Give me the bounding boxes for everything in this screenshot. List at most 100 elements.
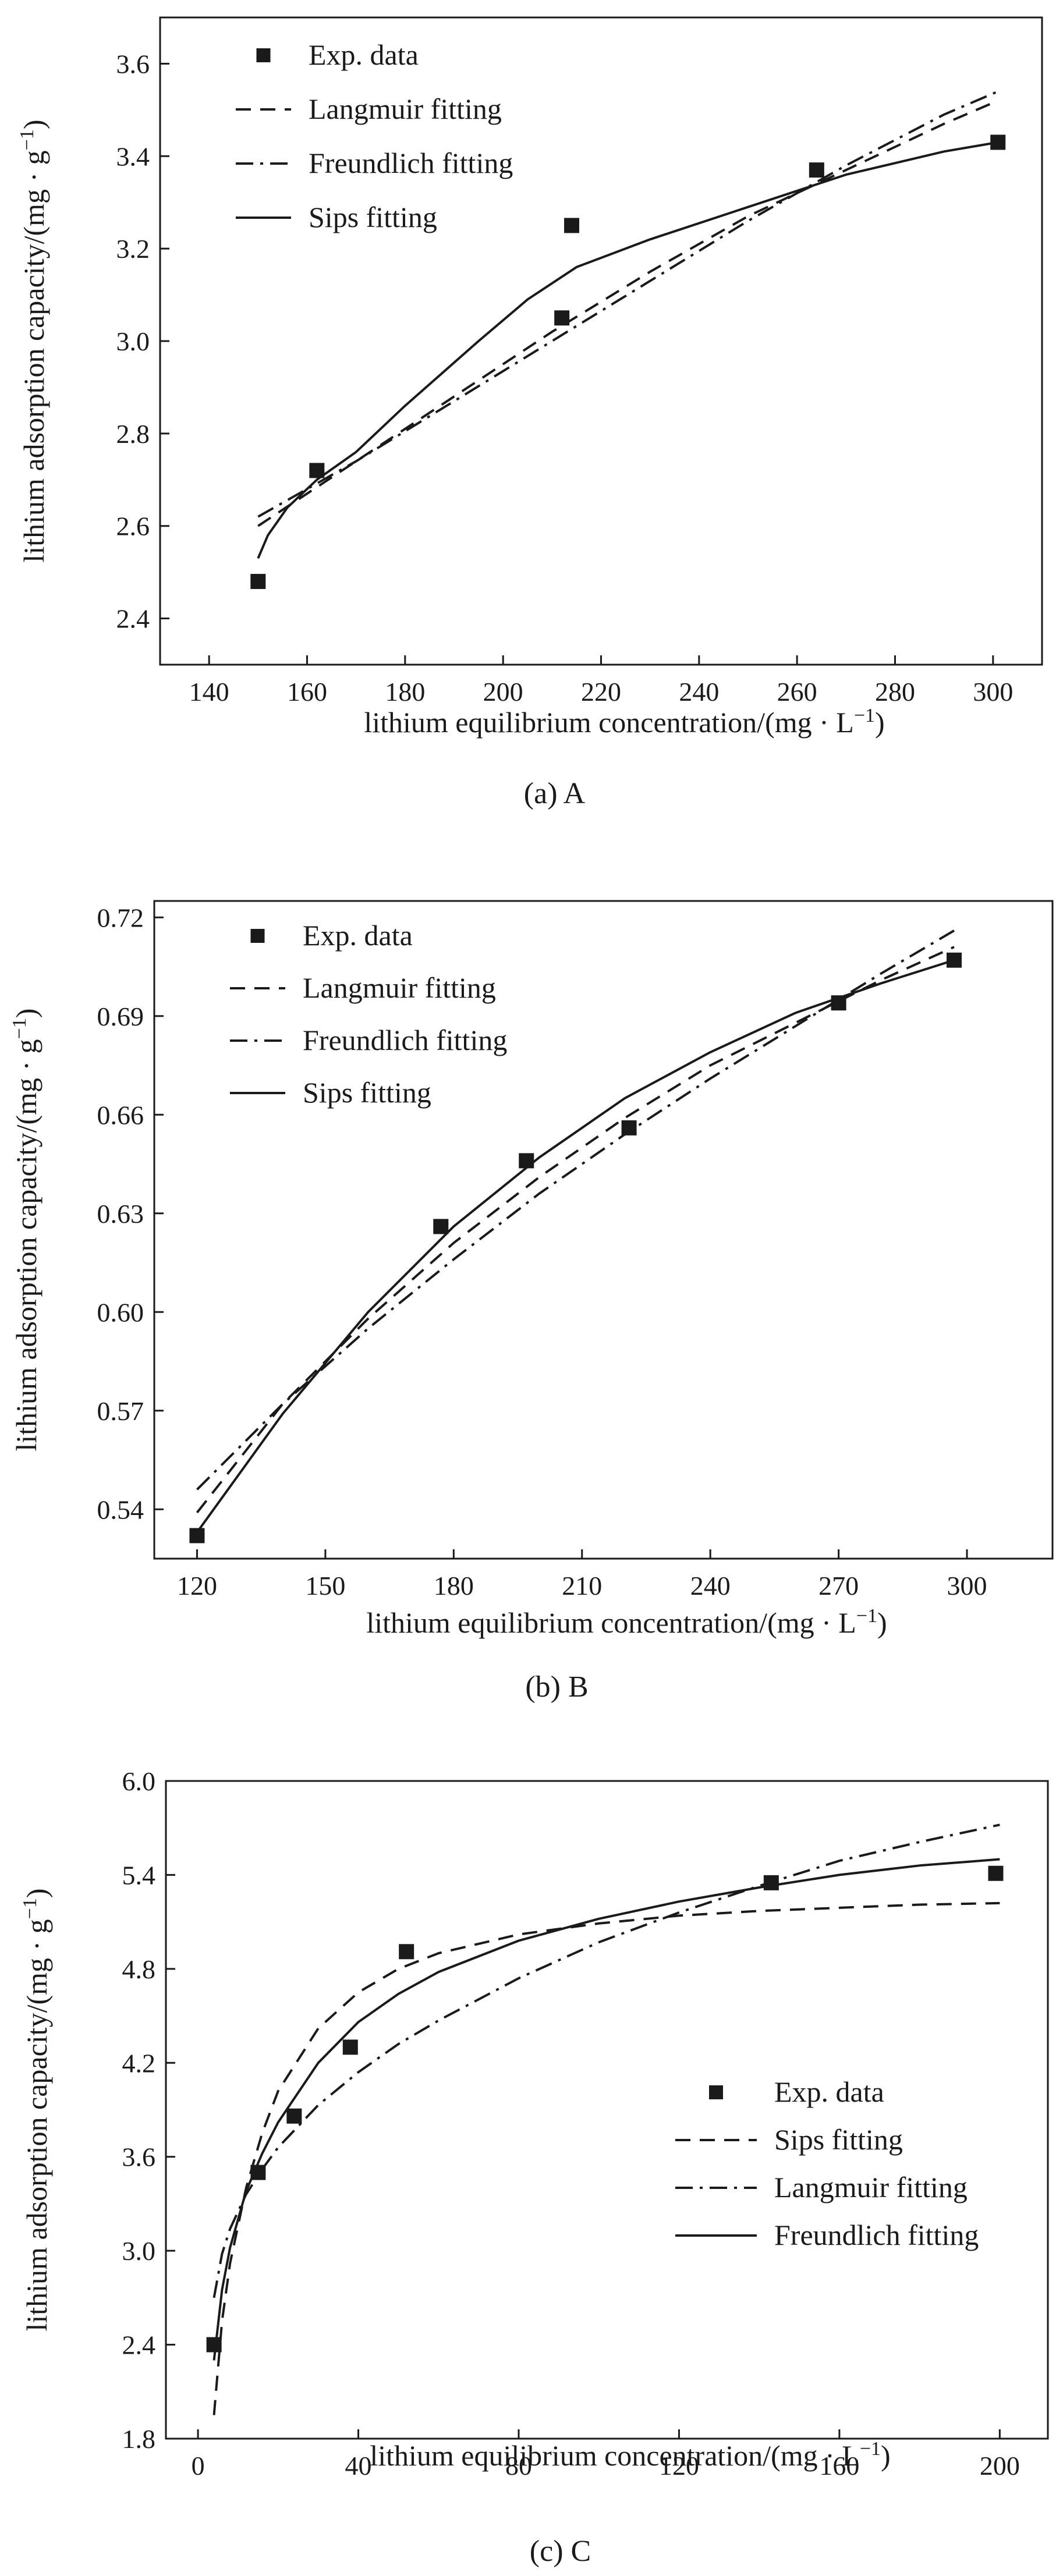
x-tick-label: 200 [980, 2451, 1020, 2481]
legend-label: Langmuir fitting [774, 2171, 968, 2204]
plot-frame [165, 1780, 1049, 2440]
series-line-dashdot [196, 929, 955, 1491]
panel-caption: (b) B [525, 1670, 588, 1704]
y-tick-label: 0.72 [97, 903, 144, 932]
y-axis-label: lithium adsorption capacity/(mg · g−1) [19, 1888, 53, 2331]
x-axis-label: lithium equilibrium concentration/(mg · … [366, 1605, 887, 1639]
legend-entry: Exp. data [709, 2075, 884, 2108]
panel-caption: (c) C [530, 2535, 591, 2568]
y-tick-label: 4.8 [122, 1954, 156, 1984]
y-tick-label: 3.2 [116, 234, 150, 264]
y-tick-label: 2.4 [116, 604, 150, 634]
y-tick-label: 0.69 [97, 1002, 144, 1031]
series-line-dashed [257, 100, 999, 527]
panel-caption: (a) A [524, 777, 586, 810]
x-tick-label: 160 [819, 2451, 859, 2481]
x-tick-label: 240 [679, 677, 719, 707]
legend-entry: Langmuir fitting [675, 2171, 968, 2204]
legend-entry: Sips fitting [675, 2123, 903, 2156]
y-tick-label: 4.2 [122, 2048, 156, 2078]
x-tick-label: 0 [192, 2451, 205, 2481]
chart-panel-3: 0 40 80 120 160 200 1.8 2.4 3.0 3.6 4.2 4.8 5.4 6.0 li… [19, 1766, 1049, 2568]
y-tick-label: 0.54 [97, 1495, 144, 1524]
x-tick-label: 210 [562, 1571, 602, 1601]
y-tick-label: 0.60 [97, 1297, 144, 1327]
legend-entry: Langmuir fitting [236, 93, 502, 125]
legend-marker [709, 2085, 723, 2099]
x-tick-label: 80 [505, 2451, 532, 2481]
legend-label: Exp. data [303, 919, 413, 952]
x-tick-label: 300 [947, 1571, 987, 1601]
legend-entry: Freundlich fitting [675, 2219, 979, 2251]
data-point [206, 2337, 222, 2353]
y-tick-label: 0.66 [97, 1100, 144, 1130]
plot-frame [153, 900, 1054, 1560]
data-point [250, 574, 266, 590]
series-line-dashed [212, 1901, 1000, 2415]
x-tick-label: 180 [385, 677, 425, 707]
y-tick-label: 3.0 [116, 327, 150, 356]
x-axis-label: lithium equilibrium concentration/(mg · … [364, 705, 884, 739]
x-tick-label: 180 [434, 1571, 474, 1601]
y-tick-label: 5.4 [122, 1860, 156, 1890]
x-tick-label: 150 [305, 1571, 345, 1601]
data-point [947, 952, 962, 968]
x-tick-label: 260 [777, 677, 817, 707]
x-tick-label: 40 [345, 2451, 372, 2481]
x-tick-label: 120 [659, 2451, 699, 2481]
series-line-dashdot [212, 1823, 1000, 2298]
series-line-dashdot [257, 90, 999, 518]
legend-entry: Sips fitting [230, 1076, 431, 1109]
legend-label: Exp. data [774, 2075, 884, 2108]
legend-label: Sips fitting [303, 1076, 431, 1109]
data-point [342, 2039, 358, 2055]
y-tick-label: 0.63 [97, 1199, 144, 1229]
legend-entry: Langmuir fitting [230, 971, 496, 1004]
y-tick-label: 3.6 [116, 49, 150, 79]
legend-label: Freundlich fitting [774, 2219, 979, 2251]
legend-marker [256, 48, 271, 62]
legend-entry: Exp. data [250, 919, 413, 952]
y-tick-label: 2.4 [122, 2330, 156, 2360]
chart-panel-2: 120 150 180 210 240 270 300 0.54 0.57 0.60 0.63 0.6… [9, 900, 1054, 1704]
x-tick-label: 160 [287, 677, 327, 707]
legend-label: Langmuir fitting [309, 93, 502, 125]
y-tick-label: 0.57 [97, 1396, 144, 1426]
y-tick-label: 3.0 [122, 2236, 156, 2266]
data-point [564, 218, 579, 233]
legend-label: Sips fitting [774, 2123, 903, 2156]
y-axis-label: lithium adsorption capacity/(mg · g−1) [9, 1008, 42, 1451]
legend-marker [250, 929, 265, 943]
x-axis-label: lithium equilibrium concentration/(mg · … [370, 2438, 890, 2472]
legend-label: Freundlich fitting [303, 1024, 507, 1056]
legend-entry: Sips fitting [236, 201, 437, 233]
data-point [433, 1219, 449, 1234]
x-tick-label: 200 [483, 677, 523, 707]
chart-panel-1: 140 160 180 200 220 240 260 280 300 2.4 2.6 2.8 3.0 3… [16, 16, 1043, 810]
x-tick-label: 240 [690, 1571, 731, 1601]
y-tick-label: 3.6 [122, 2142, 156, 2172]
series-line-solid [212, 1858, 1000, 2361]
x-tick-label: 120 [177, 1571, 217, 1601]
data-point [286, 2108, 302, 2124]
x-tick-label: 280 [875, 677, 915, 707]
data-point [621, 1120, 637, 1136]
legend-entry: Freundlich fitting [230, 1024, 507, 1056]
y-axis-label: lithium adsorption capacity/(mg · g−1) [16, 119, 50, 562]
y-tick-label: 3.4 [116, 141, 150, 171]
data-point [399, 1944, 414, 1960]
y-tick-label: 2.8 [116, 419, 150, 449]
legend-label: Sips fitting [309, 201, 437, 233]
plot-frame [159, 16, 1043, 666]
y-tick-label: 1.8 [122, 2424, 156, 2454]
x-tick-label: 270 [818, 1571, 859, 1601]
legend-label: Exp. data [309, 38, 419, 71]
series-line-solid [196, 959, 955, 1533]
x-tick-label: 220 [581, 677, 621, 707]
y-tick-label: 2.6 [116, 512, 150, 541]
legend-label: Langmuir fitting [303, 971, 496, 1004]
data-point [988, 1865, 1004, 1881]
legend-label: Freundlich fitting [309, 147, 513, 179]
x-tick-label: 300 [973, 677, 1013, 707]
